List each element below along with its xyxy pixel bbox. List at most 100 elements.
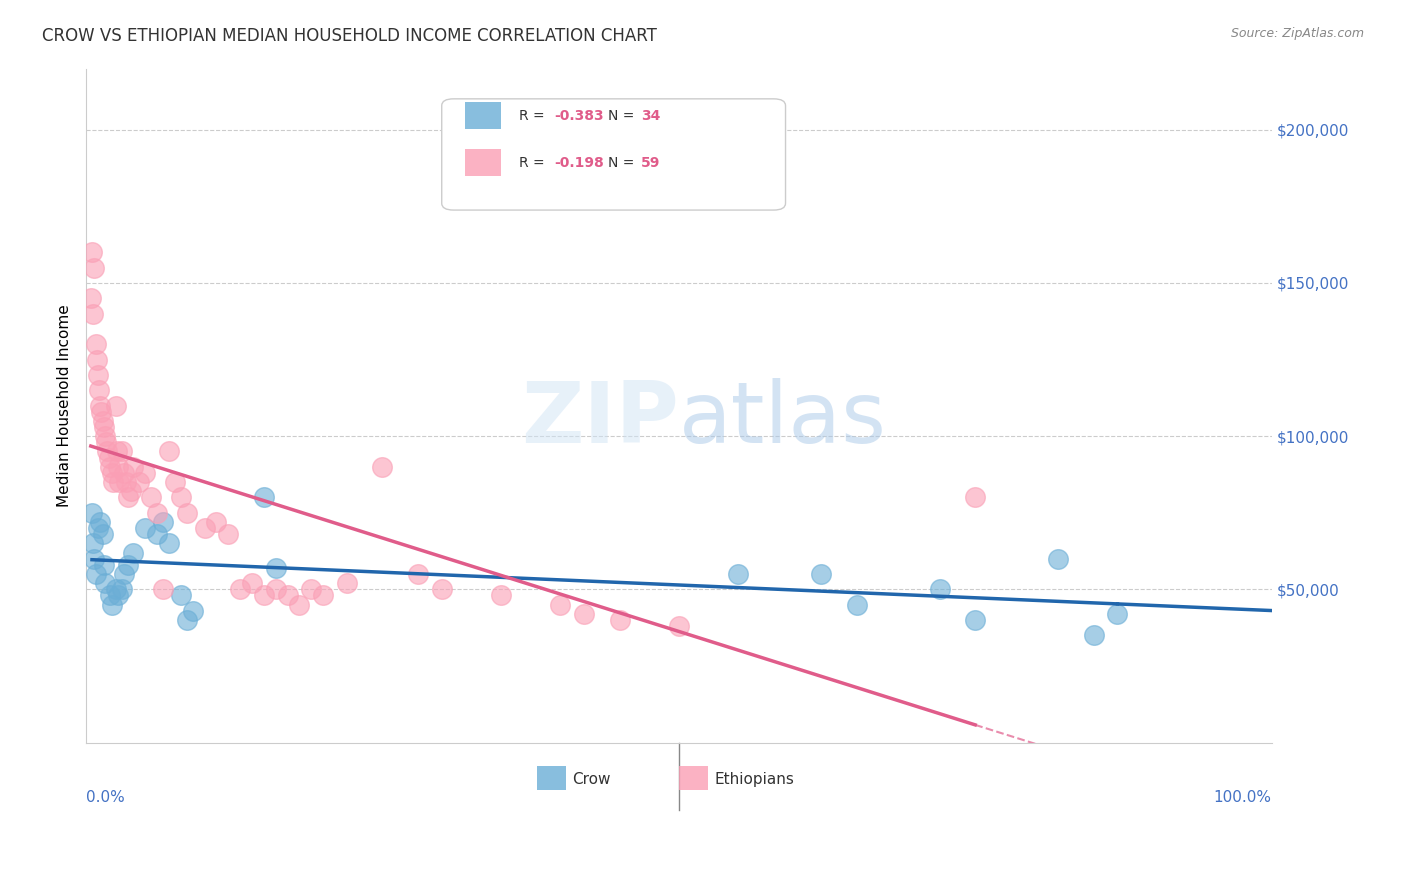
Crow (176, 613, 198, 627)
Ethiopians (82, 307, 104, 321)
Ethiopians (80, 245, 103, 260)
Bar (465, 149, 501, 177)
Bar (537, 766, 567, 789)
Ethiopians (98, 459, 121, 474)
Crow (253, 491, 276, 505)
Text: -0.383: -0.383 (554, 109, 605, 123)
Crow (122, 546, 145, 560)
Y-axis label: Median Household Income: Median Household Income (58, 304, 72, 507)
Ethiopians (108, 475, 131, 490)
Crow (93, 558, 115, 572)
Crow (727, 567, 749, 582)
Text: CROW VS ETHIOPIAN MEDIAN HOUSEHOLD INCOME CORRELATION CHART: CROW VS ETHIOPIAN MEDIAN HOUSEHOLD INCOM… (42, 27, 657, 45)
Ethiopians (134, 466, 156, 480)
Text: 59: 59 (641, 156, 661, 169)
Crow (94, 576, 117, 591)
Ethiopians (94, 429, 117, 443)
Crow (104, 582, 127, 597)
Ethiopians (312, 589, 335, 603)
Crow (170, 589, 193, 603)
Ethiopians (111, 444, 134, 458)
Crow (111, 582, 134, 597)
Crow (91, 527, 114, 541)
Ethiopians (253, 589, 276, 603)
Ethiopians (97, 450, 120, 465)
Text: atlas: atlas (679, 377, 887, 460)
Ethiopians (128, 475, 150, 490)
Ethiopians (89, 399, 111, 413)
Text: ZIP: ZIP (522, 377, 679, 460)
Text: R =: R = (519, 109, 548, 123)
Crow (264, 561, 287, 575)
Text: Crow: Crow (572, 772, 610, 787)
Ethiopians (86, 352, 108, 367)
Crow (1047, 551, 1070, 566)
Crow (845, 598, 868, 612)
Text: N =: N = (607, 109, 638, 123)
Ethiopians (965, 491, 987, 505)
Ethiopians (288, 598, 311, 612)
Ethiopians (406, 567, 429, 582)
Crow (89, 515, 111, 529)
Ethiopians (163, 475, 186, 490)
Ethiopians (84, 337, 107, 351)
Ethiopians (572, 607, 595, 621)
Ethiopians (157, 444, 180, 458)
Crow (80, 506, 103, 520)
Ethiopians (91, 414, 114, 428)
Crow (152, 515, 174, 529)
Crow (965, 613, 987, 627)
Ethiopians (96, 444, 118, 458)
Ethiopians (103, 475, 125, 490)
Ethiopians (90, 405, 112, 419)
Ethiopians (229, 582, 252, 597)
Ethiopians (548, 598, 571, 612)
Ethiopians (371, 459, 394, 474)
Crow (84, 567, 107, 582)
Text: 34: 34 (641, 109, 661, 123)
Ethiopians (115, 475, 138, 490)
Ethiopians (83, 260, 105, 275)
Crow (134, 521, 156, 535)
Ethiopians (170, 491, 193, 505)
Ethiopians (489, 589, 512, 603)
Crow (101, 598, 124, 612)
Ethiopians (117, 491, 139, 505)
Ethiopians (105, 444, 128, 458)
Crow (98, 589, 121, 603)
Ethiopians (205, 515, 228, 529)
Ethiopians (299, 582, 322, 597)
Bar (679, 766, 709, 789)
Crow (112, 567, 135, 582)
Crow (107, 589, 129, 603)
Ethiopians (104, 399, 127, 413)
Crow (117, 558, 139, 572)
Ethiopians (176, 506, 198, 520)
Crow (146, 527, 169, 541)
Crow (157, 536, 180, 550)
Ethiopians (609, 613, 631, 627)
Ethiopians (430, 582, 453, 597)
Text: Source: ZipAtlas.com: Source: ZipAtlas.com (1230, 27, 1364, 40)
Text: N =: N = (607, 156, 638, 169)
Bar (465, 103, 501, 129)
Ethiopians (112, 466, 135, 480)
Ethiopians (96, 435, 118, 450)
Ethiopians (93, 420, 115, 434)
Crow (810, 567, 832, 582)
Text: -0.198: -0.198 (554, 156, 605, 169)
Text: 0.0%: 0.0% (86, 789, 125, 805)
Ethiopians (141, 491, 163, 505)
Ethiopians (152, 582, 174, 597)
Crow (1107, 607, 1129, 621)
Crow (83, 551, 105, 566)
Crow (928, 582, 950, 597)
Ethiopians (277, 589, 299, 603)
Ethiopians (194, 521, 217, 535)
Crow (87, 521, 110, 535)
Ethiopians (87, 368, 110, 382)
Crow (82, 536, 104, 550)
Ethiopians (122, 459, 145, 474)
Ethiopians (87, 383, 110, 397)
Ethiopians (264, 582, 287, 597)
